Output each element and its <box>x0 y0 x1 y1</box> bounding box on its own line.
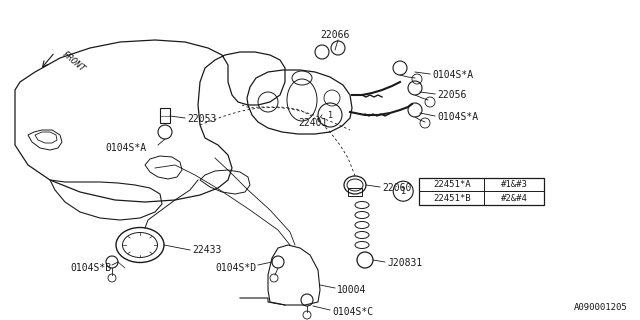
Text: 1: 1 <box>328 110 333 119</box>
Text: 0104S*B: 0104S*B <box>70 263 111 273</box>
Text: 0104S*A: 0104S*A <box>437 112 478 122</box>
Text: A090001205: A090001205 <box>574 303 628 312</box>
Text: 0104S*A: 0104S*A <box>105 143 146 153</box>
Text: 1: 1 <box>401 187 406 196</box>
Text: 22451*A: 22451*A <box>433 180 470 189</box>
Text: #2&#4: #2&#4 <box>500 194 527 203</box>
Bar <box>348 188 362 196</box>
Text: 22053: 22053 <box>187 114 216 124</box>
Text: #1&#3: #1&#3 <box>500 180 527 189</box>
Text: 22401: 22401 <box>298 118 328 128</box>
Text: FRONT: FRONT <box>60 50 86 74</box>
Text: 22060: 22060 <box>382 183 412 193</box>
Text: 22451*B: 22451*B <box>433 194 470 203</box>
Text: J20831: J20831 <box>387 258 422 268</box>
Text: 22433: 22433 <box>192 245 221 255</box>
Text: 22056: 22056 <box>437 90 467 100</box>
Text: 10004: 10004 <box>337 285 366 295</box>
Text: 22066: 22066 <box>320 30 349 40</box>
Text: 0104S*D: 0104S*D <box>215 263 256 273</box>
Bar <box>419 178 544 205</box>
Bar <box>160 108 170 123</box>
Text: 0104S*A: 0104S*A <box>432 70 473 80</box>
Text: 0104S*C: 0104S*C <box>332 307 373 317</box>
